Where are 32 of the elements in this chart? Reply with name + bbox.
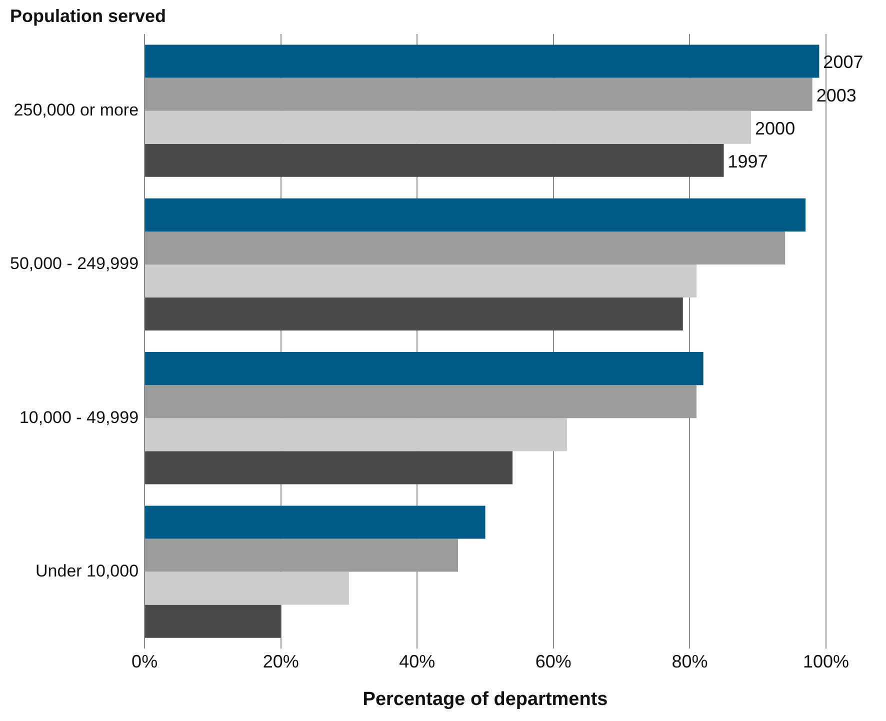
series-label: 2007 [823, 52, 864, 72]
x-tick-label: 0% [132, 651, 158, 672]
y-tick-label: 10,000 - 49,999 [19, 408, 139, 427]
x-axis-title: Percentage of departments [362, 688, 608, 710]
bar [145, 451, 513, 484]
bar [145, 418, 568, 452]
y-tick-label: 250,000 or more [14, 100, 139, 120]
bar [145, 352, 704, 386]
bar [145, 44, 820, 78]
series-label: 2003 [816, 85, 856, 106]
bar [145, 506, 486, 539]
x-tick-label: 60% [535, 651, 572, 672]
y-tick-label: Under 10,000 [36, 561, 139, 580]
bar [145, 144, 724, 177]
x-tick-label: 40% [399, 651, 436, 672]
bar [145, 385, 697, 418]
y-axis-title: Population served [10, 6, 166, 26]
bar [145, 110, 752, 144]
x-tick-label: 20% [262, 651, 299, 672]
bar [145, 604, 281, 638]
bar [145, 538, 458, 572]
bar [145, 198, 806, 232]
x-tick-label: 100% [802, 651, 850, 672]
y-tick-label: 50,000 - 249,999 [10, 254, 139, 274]
series-label: 1997 [728, 151, 768, 172]
bar [145, 298, 683, 331]
series-label: 2000 [755, 118, 796, 138]
bar [145, 231, 786, 264]
bar [145, 572, 349, 605]
x-tick-label: 80% [672, 651, 708, 672]
bar [145, 78, 812, 111]
bar [145, 264, 697, 298]
